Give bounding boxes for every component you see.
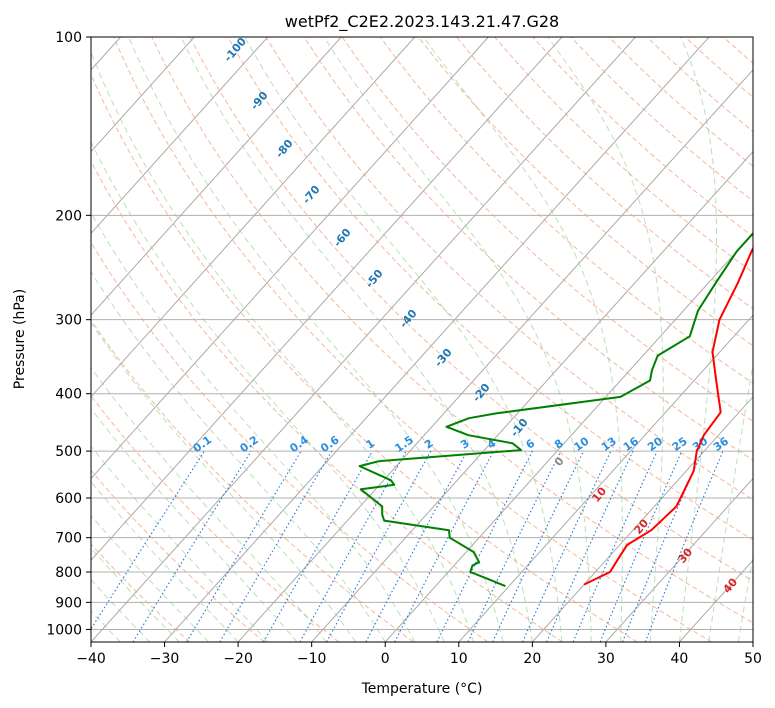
mixing-ratio-line xyxy=(546,450,634,642)
y-tick-label: 500 xyxy=(55,444,82,460)
isotherm-line xyxy=(91,37,342,316)
x-tick-label: 40 xyxy=(671,651,689,667)
mixing-ratio-line xyxy=(91,450,205,630)
mixing-ratio-line xyxy=(644,450,724,642)
y-tick-label: 100 xyxy=(55,30,82,46)
dry-adiabat-line xyxy=(91,160,563,642)
y-tick-label: 800 xyxy=(55,565,82,581)
dry-adiabat-line xyxy=(418,37,753,347)
x-axis-label: Temperature (°C) xyxy=(361,681,483,697)
dry-adiabat-line xyxy=(227,37,753,541)
moist-adiabat-line xyxy=(91,270,386,642)
moist-adiabat-line xyxy=(91,579,151,642)
moist-adiabat-line xyxy=(91,547,180,642)
moist-adiabat-line xyxy=(244,37,563,642)
isotherm-line xyxy=(237,69,753,642)
y-tick-label: 1000 xyxy=(46,622,82,638)
isotherm-line xyxy=(605,477,753,642)
y-tick-label: 200 xyxy=(55,208,82,224)
moist-adiabat-line xyxy=(737,554,753,642)
isotherm-line xyxy=(91,37,195,153)
isotherm-line xyxy=(91,37,416,398)
moist-adiabat-line xyxy=(91,366,327,642)
moist-adiabat-line xyxy=(91,321,357,642)
y-tick-label: 900 xyxy=(55,595,82,611)
isotherm-line xyxy=(458,314,753,642)
isotherm-line xyxy=(91,37,269,235)
dry-adiabat-line xyxy=(189,37,753,582)
dry-adiabat-line xyxy=(91,241,489,642)
moist-adiabat-line xyxy=(91,140,445,642)
x-tick-label: −40 xyxy=(76,651,106,667)
isotherm-line xyxy=(91,37,636,642)
isotherm-line xyxy=(91,37,563,562)
moist-adiabat-line xyxy=(180,37,533,642)
dry-adiabat-line xyxy=(151,37,753,624)
moist-adiabat-line xyxy=(323,37,592,642)
isotherm-line xyxy=(384,232,753,642)
mixing-ratio-line xyxy=(622,450,703,642)
dry-adiabat-line xyxy=(91,73,638,642)
moist-adiabat-line xyxy=(91,481,239,642)
temperature-profile-line xyxy=(583,246,753,586)
mixing-ratio-line xyxy=(326,450,432,642)
y-tick-label: 300 xyxy=(55,313,82,329)
y-tick-label: 400 xyxy=(55,387,82,403)
x-tick-label: −20 xyxy=(223,651,253,667)
moist-adiabat-line xyxy=(91,514,210,642)
dry-adiabat-line xyxy=(91,469,265,642)
moist-adiabat-line xyxy=(91,407,298,642)
chart-title: wetPf2_C2E2.2023.143.21.47.G28 xyxy=(285,12,559,32)
x-tick-label: 20 xyxy=(523,651,541,667)
y-axis-label: Pressure (hPa) xyxy=(12,289,28,389)
y-tick-label: 600 xyxy=(55,491,82,507)
isotherm-line xyxy=(91,37,489,480)
mixing-ratio-line xyxy=(436,450,533,642)
x-tick-label: −10 xyxy=(297,651,327,667)
x-tick-label: 30 xyxy=(597,651,615,667)
mixing-ratio-line xyxy=(132,450,252,642)
mixing-ratio-line xyxy=(572,450,658,642)
mixing-ratio-line xyxy=(599,450,683,642)
isotherm-line xyxy=(164,37,710,642)
dry-adiabat-line xyxy=(303,37,753,461)
y-tick-label: 700 xyxy=(55,531,82,547)
dry-adiabat-line xyxy=(113,37,713,642)
dry-adiabat-line xyxy=(456,37,753,310)
moist-adiabat-line xyxy=(91,211,416,642)
moist-adiabat-line xyxy=(423,37,623,642)
dry-adiabat-line xyxy=(341,37,753,422)
dewpoint-profile-line xyxy=(358,231,753,588)
moist-adiabat-line xyxy=(91,445,268,642)
moist-adiabat-line xyxy=(708,361,753,642)
plot-frame xyxy=(90,36,754,643)
isotherm-line xyxy=(531,396,753,642)
moist-adiabat-line xyxy=(91,50,474,642)
x-tick-label: −30 xyxy=(150,651,180,667)
moist-adiabat-line xyxy=(128,37,504,642)
mixing-ratio-line xyxy=(365,450,468,642)
x-tick-label: 50 xyxy=(744,651,762,667)
x-tick-label: 0 xyxy=(381,651,390,667)
mixing-ratio-line xyxy=(299,450,407,642)
x-tick-label: 10 xyxy=(450,651,468,667)
moist-adiabat-line xyxy=(547,37,664,642)
